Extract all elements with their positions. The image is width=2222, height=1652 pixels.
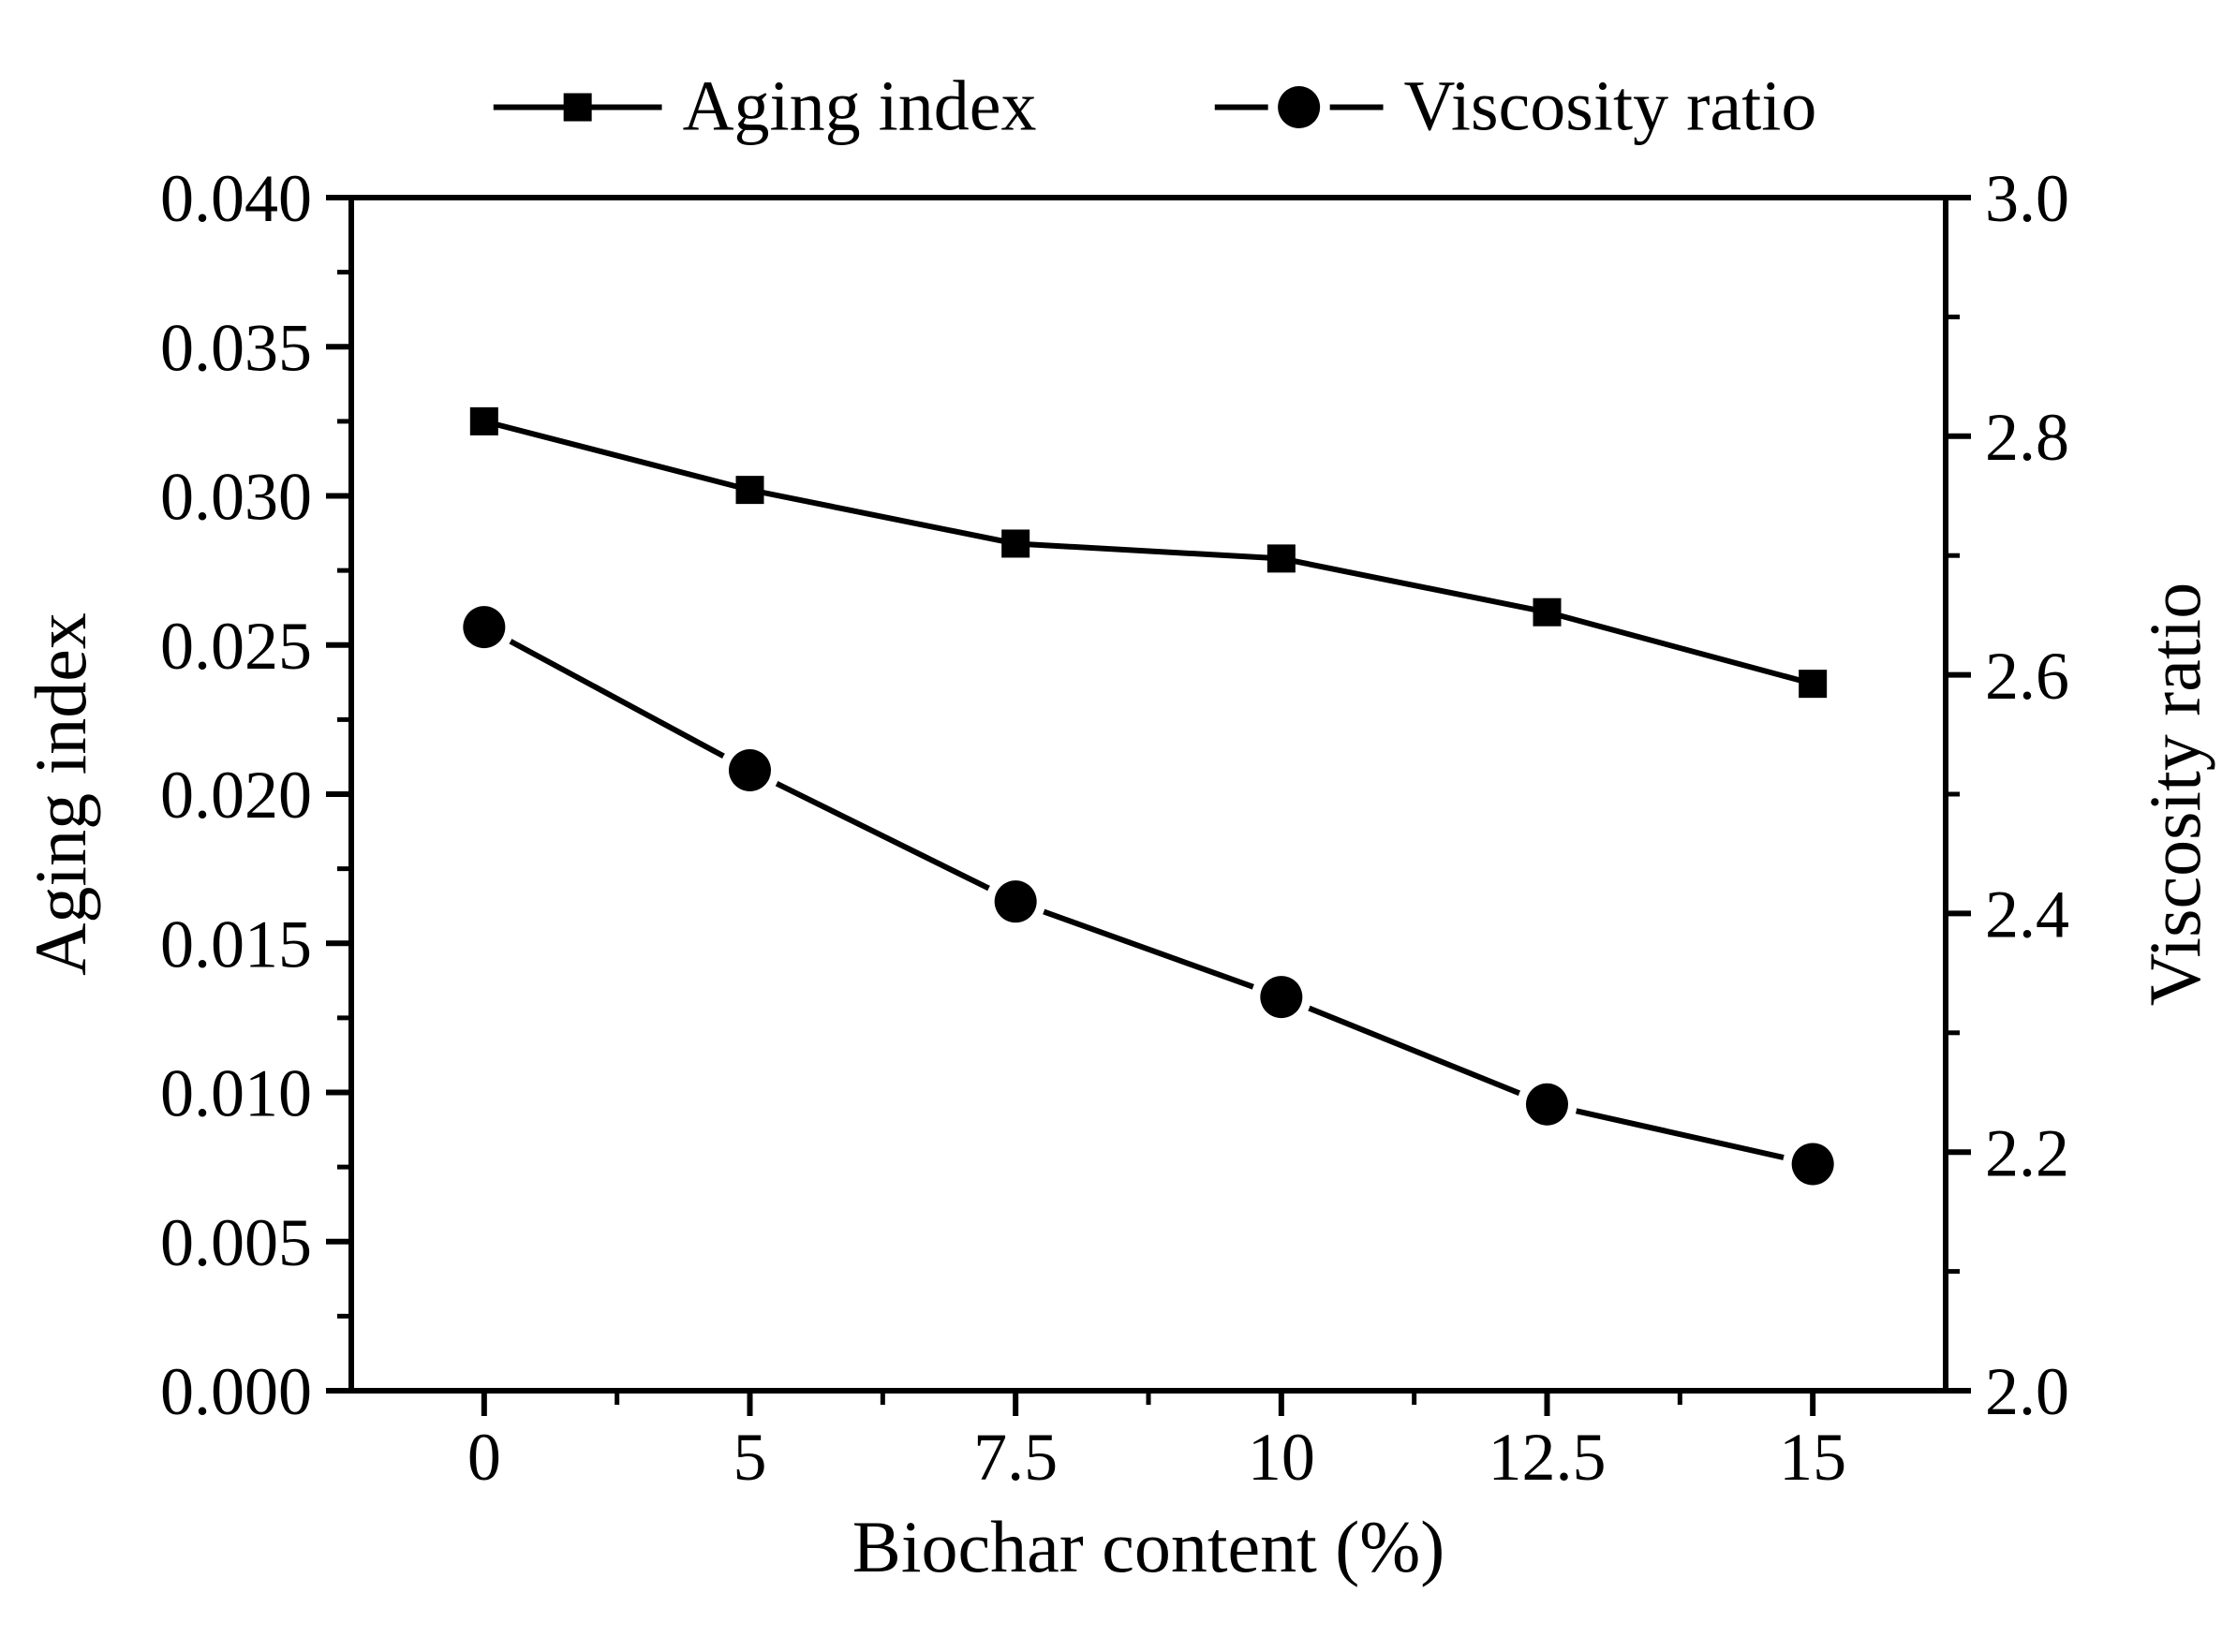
data-point-square-aging-index — [1799, 670, 1828, 699]
plot-frame — [348, 195, 1948, 1394]
data-point-square-aging-index — [1267, 544, 1296, 573]
x-axis-tick-label: 7.5 — [973, 1420, 1058, 1495]
data-point-square-aging-index — [735, 476, 764, 505]
x-axis-tick-label: 5 — [733, 1420, 767, 1495]
right-axis-tick-label: 2.0 — [1985, 1354, 2069, 1429]
left-axis-tick-label: 0.020 — [160, 758, 312, 833]
data-point-circle-viscosity-ratio — [1260, 976, 1303, 1019]
data-point-circle-viscosity-ratio — [729, 749, 771, 792]
legend-label-aging-index: Aging index — [682, 66, 1037, 146]
data-point-square-aging-index — [469, 406, 498, 435]
data-point-circle-viscosity-ratio — [463, 606, 506, 649]
x-axis-tick-label: 10 — [1248, 1420, 1315, 1495]
left-axis-title: Aging index — [20, 612, 101, 976]
series-line-viscosity-ratio — [482, 624, 1814, 1167]
right-axis-tick-label: 2.6 — [1985, 639, 2069, 714]
legend-item-aging-index: Aging index — [493, 66, 1037, 148]
legend-marker-square-icon — [493, 93, 662, 121]
legend-marker-circle-icon — [1214, 85, 1384, 128]
left-axis-tick-label: 0.040 — [160, 161, 312, 236]
legend-item-viscosity-ratio: Viscosity ratio — [1214, 66, 1817, 148]
series-line-aging-index — [483, 418, 1814, 687]
left-axis-tick-label: 0.035 — [160, 310, 312, 385]
left-axis-tick-label: 0.005 — [160, 1205, 312, 1280]
right-axis-tick-label: 2.2 — [1985, 1115, 2069, 1190]
right-axis-tick-label: 2.8 — [1985, 400, 2069, 475]
right-axis-tick-label: 3.0 — [1985, 161, 2069, 236]
left-axis-tick-label: 0.000 — [160, 1354, 312, 1429]
data-point-circle-viscosity-ratio — [994, 880, 1037, 923]
legend-label-viscosity-ratio: Viscosity ratio — [1403, 66, 1817, 146]
data-point-square-aging-index — [1533, 597, 1562, 627]
left-axis-tick-label: 0.030 — [160, 460, 312, 535]
x-axis-tick-label: 15 — [1779, 1420, 1846, 1495]
legend: Aging index Viscosity ratio — [493, 66, 1817, 148]
x-axis-title: Biochar content (%) — [852, 1506, 1445, 1587]
data-point-square-aging-index — [1001, 529, 1030, 558]
x-axis-tick-label: 12.5 — [1489, 1420, 1607, 1495]
left-axis-tick-label: 0.015 — [160, 907, 312, 981]
right-axis-title: Viscosity ratio — [2134, 582, 2215, 1007]
left-axis-tick-label: 0.025 — [160, 609, 312, 684]
data-point-circle-viscosity-ratio — [1791, 1143, 1834, 1186]
data-point-circle-viscosity-ratio — [1526, 1083, 1568, 1126]
left-axis-tick-label: 0.010 — [160, 1056, 312, 1131]
right-axis-tick-label: 2.4 — [1985, 878, 2069, 952]
x-axis-tick-label: 0 — [467, 1420, 501, 1495]
